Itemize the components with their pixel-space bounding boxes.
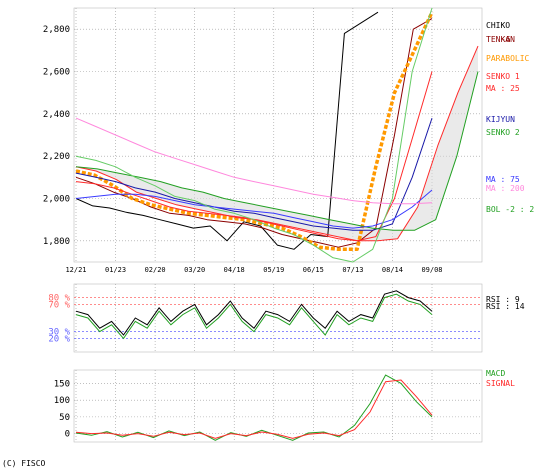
price-y-tick-label: 2,400: [43, 110, 70, 120]
price-panel-frame: [73, 7, 483, 263]
series-rsi-14: [75, 293, 433, 340]
legend-chiko: CHIKO: [486, 21, 510, 30]
x-tick-label: 02/20: [145, 266, 166, 274]
macd-panel-frame: [73, 369, 483, 443]
rsi-y-tick-label: 20 %: [48, 334, 70, 344]
series-macd: [75, 374, 433, 441]
x-tick-label: 12/21: [65, 266, 86, 274]
macd-y-tick-label: 0: [65, 430, 70, 440]
legend-ma75: MA : 75: [486, 175, 520, 184]
macd-y-tick-label: 50: [59, 413, 70, 423]
price-y-tick-label: 2,200: [43, 152, 70, 162]
series-parabolic: [75, 11, 434, 252]
legend-tenkan-value: -6: [501, 35, 511, 44]
rsi-y-tick-label: 80 %: [48, 294, 70, 304]
price-y-tick-label: 1,800: [43, 237, 70, 247]
series-kijyun: [75, 117, 433, 231]
x-tick-label: 09/08: [421, 266, 442, 274]
price-y-tick-label: 2,800: [43, 25, 70, 35]
copyright: (C) FISCO: [2, 459, 46, 468]
x-tick-label: 04/18: [224, 266, 245, 274]
legend-senko1: SENKO 1: [486, 72, 520, 81]
legend-senko2: SENKO 2: [486, 128, 520, 137]
x-tick-label: 01/23: [105, 266, 126, 274]
price-y-tick-label: 2,600: [43, 68, 70, 78]
ichimoku-cloud: [76, 46, 478, 241]
macd-y-tick-label: 100: [54, 396, 70, 406]
series-senko-1: [75, 45, 479, 242]
rsi-panel-frame: [73, 283, 483, 353]
legend-tenkan-name: TENKAN: [486, 35, 515, 44]
series-ma-200: [75, 117, 433, 205]
x-tick-label: 05/19: [263, 266, 284, 274]
series-ma-75: [75, 189, 433, 229]
legend-rsi9: RSI : 9: [486, 295, 520, 304]
series-rsi-9: [75, 290, 433, 336]
series-bol-2-2: [75, 7, 433, 263]
legend-kijyun: KIJYUN: [486, 115, 515, 124]
legend-rsi14: RSI : 14: [486, 302, 525, 311]
legend-signal: SIGNAL: [486, 379, 515, 388]
x-tick-label: 07/13: [342, 266, 363, 274]
x-tick-label: 08/14: [382, 266, 403, 274]
legend-macd: MACD: [486, 369, 505, 378]
x-tick-label: 03/20: [184, 266, 205, 274]
legend-tenkan: TENKAN-6: [486, 35, 515, 44]
legend-parabolic: PARABOLIC: [486, 54, 530, 63]
x-tick-label: 06/15: [303, 266, 324, 274]
macd-y-tick-label: 150: [54, 379, 70, 389]
series-senko-2: [75, 71, 479, 231]
rsi-y-tick-label: 30 %: [48, 328, 70, 338]
legend-bol: BOL -2 : 2: [486, 205, 534, 214]
price-y-tick-label: 2,000: [43, 195, 70, 205]
legend-ma200: MA : 200: [486, 184, 525, 193]
series-signal: [75, 379, 433, 439]
rsi-y-tick-label: 70 %: [48, 300, 70, 310]
legend-ma25: MA : 25: [486, 84, 520, 93]
